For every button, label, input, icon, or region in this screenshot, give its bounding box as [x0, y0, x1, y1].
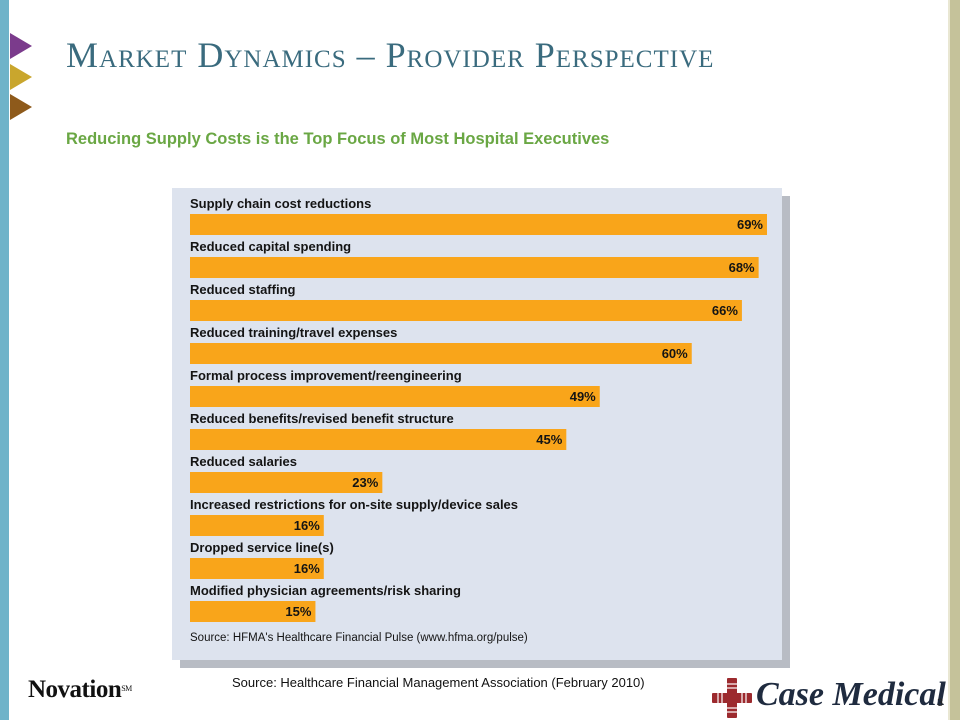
- slide-title: Market Dynamics – Provider Perspective: [66, 35, 715, 75]
- bar: [190, 300, 742, 321]
- value-label: 16%: [294, 561, 320, 576]
- bar: [190, 257, 759, 278]
- novation-service-mark: SM: [121, 684, 132, 693]
- case-medical-logo-text: Case Medical: [756, 676, 946, 713]
- category-label: Increased restrictions for on-site suppl…: [190, 497, 518, 512]
- bar: [190, 515, 324, 536]
- category-label: Reduced capital spending: [190, 239, 351, 254]
- value-label: 66%: [712, 303, 738, 318]
- right-accent-stripe: [950, 0, 960, 720]
- value-label: 23%: [352, 475, 378, 490]
- source-note: Source: Healthcare Financial Management …: [232, 675, 645, 690]
- value-label: 69%: [737, 217, 763, 232]
- novation-logo-text: Novation: [28, 676, 122, 703]
- bar-chart: Supply chain cost reductions 69% Reduced c…: [190, 196, 767, 644]
- category-label: Reduced staffing: [190, 282, 296, 297]
- category-label: Reduced salaries: [190, 454, 297, 469]
- slide-subtitle: Reducing Supply Costs is the Top Focus o…: [66, 130, 610, 148]
- case-medical-logo: Case Medical: [712, 676, 946, 720]
- category-label: Formal process improvement/reengineering: [190, 368, 462, 383]
- value-label: 15%: [285, 604, 311, 619]
- bar: [190, 601, 316, 622]
- left-accent-stripe: [0, 0, 9, 720]
- value-label: 45%: [536, 432, 562, 447]
- category-label: Reduced training/travel expenses: [190, 325, 397, 340]
- bar: [190, 214, 767, 235]
- novation-logo: NovationSM: [28, 676, 132, 704]
- category-label: Dropped service line(s): [190, 540, 334, 555]
- gold-triangle-icon: [10, 64, 32, 90]
- bar: [190, 472, 383, 493]
- brown-triangle-icon: [10, 94, 32, 120]
- category-label: Modified physician agreements/risk shari…: [190, 583, 461, 598]
- chart-source-label: Source: HFMA's Healthcare Financial Puls…: [190, 632, 528, 644]
- value-label: 68%: [729, 260, 755, 275]
- chart-panel: Supply chain cost reductions 69% Reduced c…: [172, 188, 782, 660]
- purple-triangle-icon: [10, 33, 32, 59]
- bar: [190, 558, 324, 579]
- value-label: 49%: [570, 389, 596, 404]
- bar: [190, 429, 567, 450]
- bar: [190, 343, 692, 364]
- slide-number: 3: [937, 697, 944, 709]
- medical-cross-icon: [712, 678, 752, 718]
- right-accent-line: [948, 0, 950, 720]
- value-label: 16%: [294, 518, 320, 533]
- category-label: Reduced benefits/revised benefit structu…: [190, 411, 454, 426]
- bar: [190, 386, 600, 407]
- category-label: Supply chain cost reductions: [190, 196, 371, 211]
- value-label: 60%: [662, 346, 688, 361]
